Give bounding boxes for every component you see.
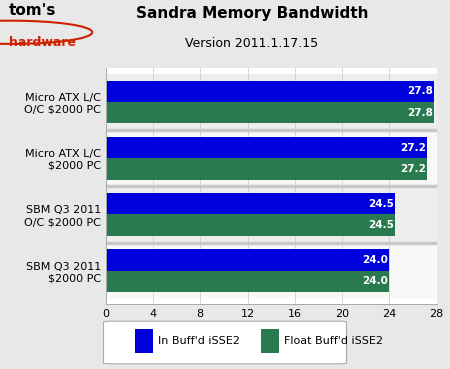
Bar	[106, 214, 395, 236]
Text: 24.0: 24.0	[362, 255, 388, 265]
Bar	[106, 193, 395, 214]
Text: hardware: hardware	[9, 35, 76, 48]
Bar	[106, 242, 436, 299]
Text: 27.2: 27.2	[400, 164, 426, 174]
Bar	[106, 74, 436, 130]
Text: Version 2011.1.17.15: Version 2011.1.17.15	[185, 38, 319, 51]
Bar	[106, 102, 434, 123]
Text: 27.8: 27.8	[407, 86, 433, 96]
Bar	[106, 271, 389, 292]
Text: 27.8: 27.8	[407, 108, 433, 118]
Text: In Buff'd iSSE2: In Buff'd iSSE2	[158, 336, 239, 346]
Text: 24.0: 24.0	[362, 276, 388, 286]
Text: Sandra Memory Bandwidth: Sandra Memory Bandwidth	[136, 6, 368, 21]
Bar	[106, 81, 434, 102]
Bar	[106, 249, 389, 271]
Bar	[106, 186, 436, 242]
Text: 27.2: 27.2	[400, 142, 426, 152]
Bar	[135, 329, 153, 354]
Text: 24.5: 24.5	[368, 199, 394, 209]
Text: Float Buff'd iSSE2: Float Buff'd iSSE2	[284, 336, 382, 346]
Bar	[261, 329, 279, 354]
Bar	[106, 130, 436, 186]
FancyBboxPatch shape	[104, 321, 346, 364]
X-axis label: GB/s: GB/s	[257, 325, 285, 338]
Text: 24.5: 24.5	[368, 220, 394, 230]
Text: tom's: tom's	[9, 3, 56, 18]
Bar	[106, 158, 427, 180]
Bar	[106, 137, 427, 158]
